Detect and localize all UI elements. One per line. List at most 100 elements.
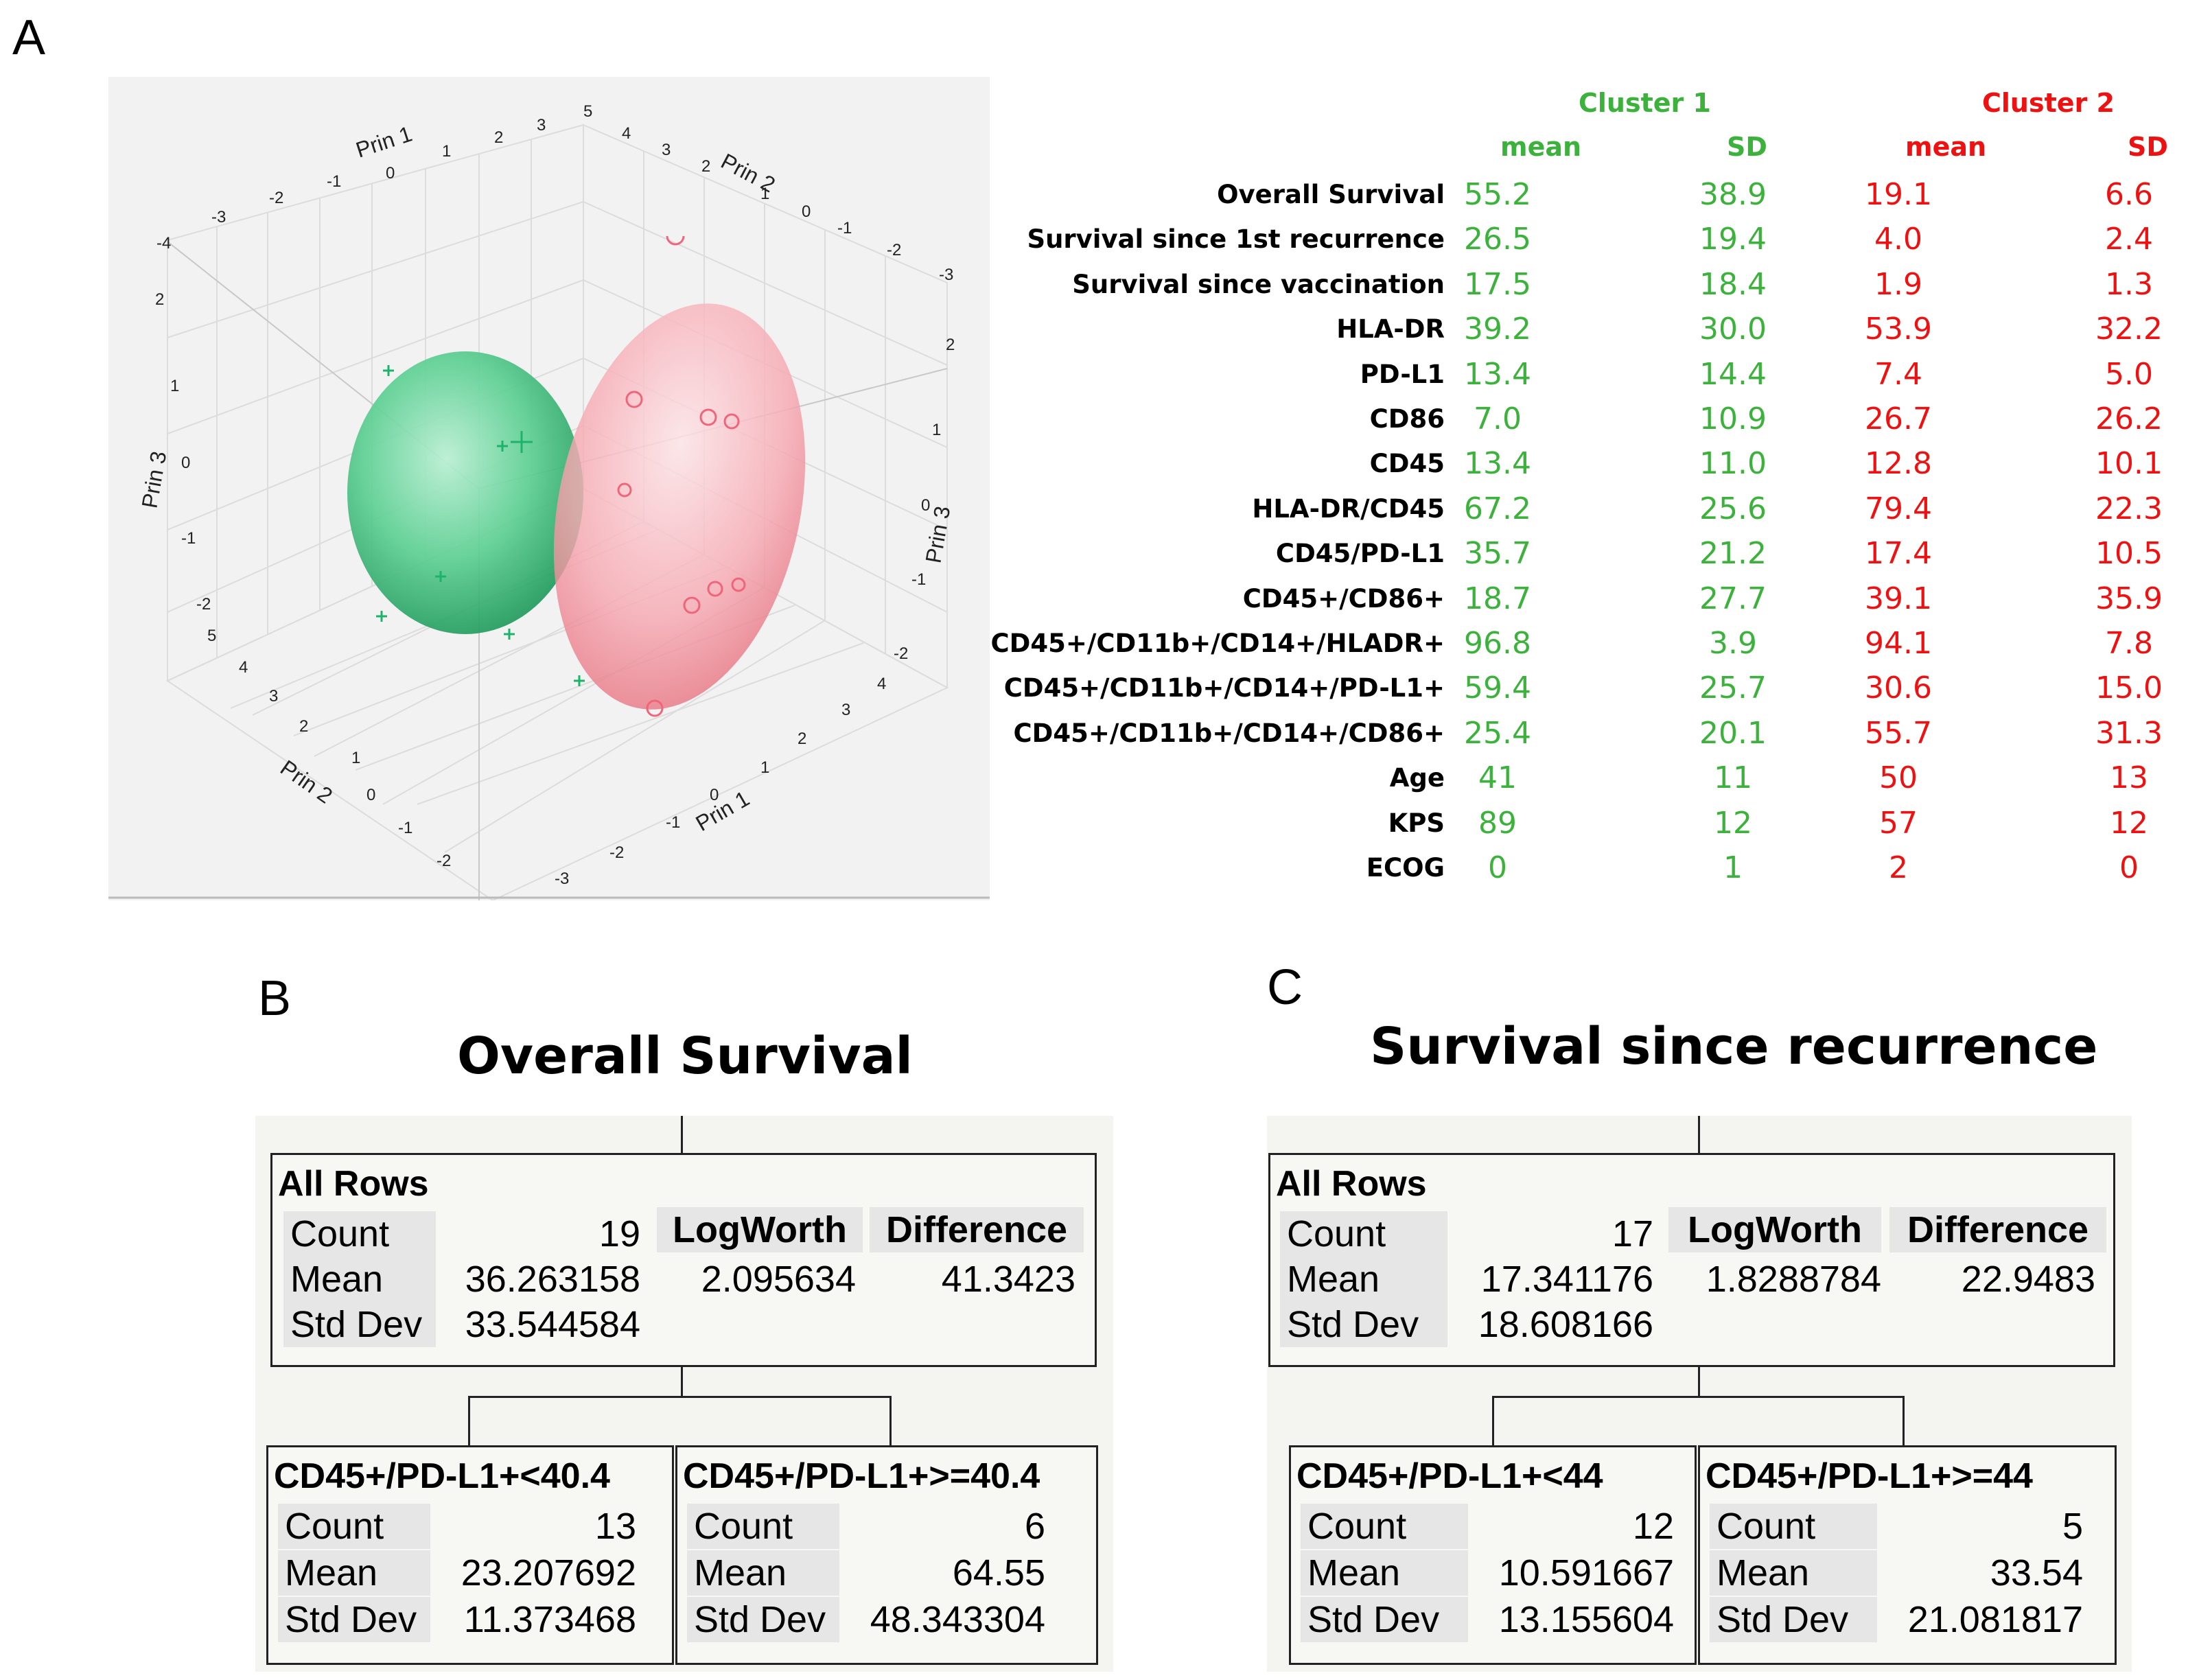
c2-sd-value: 12: [2110, 805, 2148, 841]
logworth-value: 2.095634: [701, 1259, 856, 1300]
sd-label: Std Dev: [1280, 1302, 1447, 1347]
tick-label: 0: [921, 496, 930, 515]
c1-sd-value: 10.9: [1699, 401, 1767, 436]
tick-label: 2: [798, 730, 806, 748]
c2-mean-value: 19.1: [1865, 177, 1932, 212]
count-value: 17: [1612, 1213, 1653, 1255]
tree-c-right-node[interactable]: CD45+/PD-L1+>=44 Count 5 Mean 33.54 Std …: [1698, 1445, 2117, 1665]
row-label: Survival since 1st recurrence: [1027, 224, 1445, 255]
mean-label: Mean: [1710, 1550, 1877, 1596]
tick-label: -2: [437, 852, 451, 870]
ticks-prin3-left: 2 1 0 -1 -2: [155, 290, 211, 614]
sd-value: 11.373468: [463, 1599, 636, 1640]
c2-sd-value: 10.1: [2095, 446, 2163, 482]
ticks-prin2-top: 4 3 2 1 0 -1 -2 -3: [622, 124, 953, 284]
tick-label: 2: [494, 128, 503, 147]
c2-mean-value: 2: [1889, 850, 1908, 885]
c1-mean-value: 67.2: [1464, 491, 1531, 526]
c1-sd-value: 27.7: [1699, 581, 1767, 616]
c2-sd-value: 26.2: [2095, 401, 2163, 436]
node-title: All Rows: [278, 1164, 429, 1204]
tick-label: 0: [802, 202, 811, 221]
c2-mean-value: 57: [1879, 805, 1918, 841]
c2-mean-value: 79.4: [1865, 491, 1932, 526]
difference-value: 22.9483: [1961, 1259, 2095, 1300]
sd-label: Std Dev: [278, 1597, 430, 1642]
tick-label: 0: [366, 786, 375, 804]
tick-label: -2: [609, 843, 624, 862]
row-label: Overall Survival: [1217, 180, 1445, 209]
tick-label: 5: [207, 627, 216, 645]
c2-mean-value: 53.9: [1865, 312, 1932, 347]
row-label: PD-L1: [1360, 359, 1445, 389]
tick-label: 1: [760, 758, 769, 777]
count-value: 6: [1024, 1506, 1045, 1547]
cluster1-header: Cluster 1: [1579, 88, 1711, 118]
c2-sd-value: 10.5: [2095, 536, 2163, 572]
tick-label: 5: [583, 102, 592, 121]
cluster2-ellipsoid[interactable]: [518, 280, 840, 733]
row-label: Age: [1389, 763, 1445, 793]
tree-c-left-node[interactable]: CD45+/PD-L1+<44 Count 12 Mean 10.591667 …: [1289, 1445, 1697, 1665]
mean-value: 33.54: [1990, 1552, 2083, 1594]
cluster1-mean-header: mean: [1500, 132, 1582, 162]
panel-label-c: C: [1267, 960, 1303, 1015]
tree-b-right-node[interactable]: CD45+/PD-L1+>=40.4 Count 6 Mean 64.55 St…: [675, 1445, 1098, 1665]
c1-sd-value: 11.0: [1699, 446, 1767, 482]
tick-label: 1: [932, 421, 941, 439]
tick-label: 3: [269, 687, 278, 705]
sd-label: Std Dev: [1710, 1597, 1877, 1642]
tick-label: -1: [327, 172, 341, 191]
tick-label: 1: [170, 377, 179, 395]
tick-label: -2: [887, 241, 901, 259]
pca-3d-scatter-plot[interactable]: Prin 1 Prin 2 Prin 3 Prin 3 Prin 2 Prin …: [108, 77, 990, 900]
row-label: KPS: [1388, 808, 1445, 838]
tick-label: -2: [269, 189, 283, 207]
c2-sd-value: 31.3: [2095, 715, 2163, 751]
c1-sd-value: 11: [1714, 760, 1752, 796]
c2-sd-value: 15.0: [2095, 670, 2163, 706]
c1-sd-value: 25.7: [1699, 670, 1767, 706]
c1-mean-value: 25.4: [1464, 715, 1531, 751]
c1-sd-value: 14.4: [1699, 356, 1767, 392]
sd-value: 33.544584: [465, 1304, 640, 1345]
tick-label: 2: [701, 157, 710, 176]
mean-label: Mean: [278, 1550, 430, 1596]
tick-label: 0: [181, 454, 190, 472]
cluster1-ellipsoid[interactable]: [347, 351, 583, 634]
tick-label: -2: [196, 595, 211, 614]
c1-sd-value: 21.2: [1699, 536, 1767, 572]
cluster-statistics-table: Cluster 1 Cluster 2 mean SD mean SD Over…: [991, 82, 2183, 926]
tick-label: -4: [156, 234, 171, 253]
c2-mean-value: 39.1: [1865, 581, 1932, 616]
mean-value: 17.341176: [1480, 1259, 1653, 1300]
pca-3d-svg: Prin 1 Prin 2 Prin 3 Prin 3 Prin 2 Prin …: [108, 102, 990, 900]
tick-label: 4: [622, 124, 631, 143]
c2-mean-value: 4.0: [1874, 222, 1922, 257]
tree-b-left-node[interactable]: CD45+/PD-L1+<40.4 Count 13 Mean 23.20769…: [266, 1445, 674, 1665]
c1-sd-value: 30.0: [1699, 312, 1767, 347]
count-value: 5: [2062, 1506, 2083, 1547]
c1-mean-value: 89: [1478, 805, 1517, 841]
tree-c-root-node[interactable]: All Rows Count 17 Mean 17.341176 Std Dev…: [1268, 1153, 2115, 1367]
sd-label: Std Dev: [687, 1597, 839, 1642]
c2-mean-value: 7.4: [1874, 356, 1922, 392]
tree-b-root-node[interactable]: All Rows Count 19 Mean 36.263158 Std Dev…: [270, 1153, 1097, 1367]
tick-label: 2: [299, 717, 308, 736]
mean-label: Mean: [1301, 1550, 1468, 1596]
tick-label: -1: [666, 813, 680, 832]
c2-sd-value: 0: [2119, 850, 2139, 885]
row-label: Survival since vaccination: [1072, 269, 1445, 299]
tick-label: 0: [386, 164, 395, 183]
c1-mean-value: 35.7: [1464, 536, 1531, 572]
c2-mean-value: 55.7: [1865, 715, 1932, 751]
c2-sd-value: 2.4: [2105, 222, 2153, 257]
node-title: CD45+/PD-L1+>=40.4: [683, 1456, 1040, 1496]
ticks-prin1-bottom: 4 3 2 1 0 -1 -2 -3: [555, 675, 886, 888]
tick-label: 4: [239, 658, 248, 677]
count-label: Count: [687, 1504, 839, 1549]
c1-sd-value: 12: [1714, 805, 1752, 841]
mean-label: Mean: [687, 1550, 839, 1596]
c1-sd-value: 25.6: [1699, 491, 1767, 526]
node-title: CD45+/PD-L1+>=44: [1706, 1456, 2033, 1496]
